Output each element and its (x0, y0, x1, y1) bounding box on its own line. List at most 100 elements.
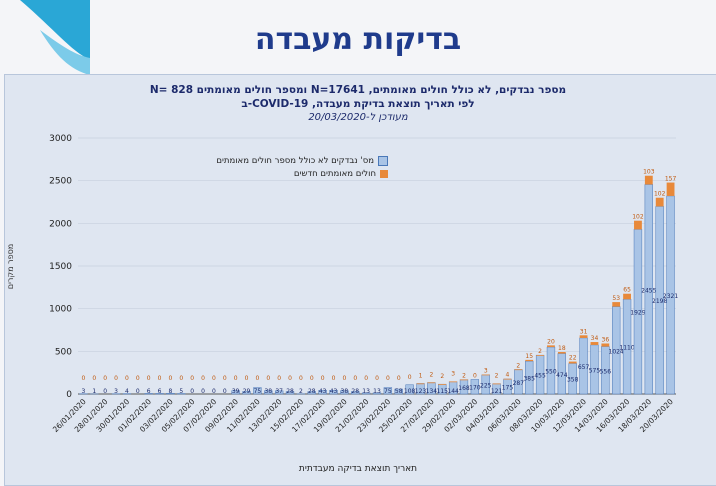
y-tick-label: 2500 (49, 177, 72, 187)
y-tick-label: 3000 (49, 134, 72, 144)
data-label-tests: 0 (103, 388, 107, 395)
data-label-confirmed: 0 (201, 375, 205, 382)
bar-confirmed (645, 176, 653, 185)
data-label-tests: 75 (384, 388, 392, 395)
y-tick-label: 0 (66, 390, 72, 400)
data-label-confirmed: 0 (234, 375, 238, 382)
data-label-confirmed: 0 (321, 375, 325, 382)
data-label-confirmed: 2 (495, 373, 499, 380)
bar-confirmed (612, 302, 620, 307)
data-label-confirmed: 0 (255, 375, 259, 382)
data-label-confirmed: 20 (547, 338, 555, 345)
data-label-confirmed: 0 (125, 375, 129, 382)
data-label-confirmed: 0 (342, 375, 346, 382)
data-label-tests: 6 (147, 388, 151, 395)
data-label-tests: 0 (223, 388, 227, 395)
bar-confirmed (601, 343, 609, 346)
data-label-confirmed: 0 (190, 375, 194, 382)
data-label-tests: 2455 (641, 287, 656, 294)
bar-confirmed (569, 362, 577, 364)
data-label-tests: 28 (351, 388, 359, 395)
data-label-confirmed: 18 (558, 345, 566, 352)
data-label-confirmed: 0 (277, 375, 281, 382)
bar-confirmed (438, 384, 446, 385)
data-label-tests: 13 (362, 388, 370, 395)
data-label-confirmed: 102 (632, 214, 644, 221)
data-label-confirmed: 0 (288, 375, 292, 382)
data-label-tests: 29 (243, 388, 251, 395)
data-label-tests: 13 (373, 388, 381, 395)
data-label-confirmed: 2 (440, 373, 444, 380)
data-label-tests: 28 (308, 388, 316, 395)
data-label-tests: 8 (169, 388, 173, 395)
data-label-tests: 358 (567, 377, 579, 384)
data-label-confirmed: 0 (266, 375, 270, 382)
bar-confirmed (667, 183, 675, 196)
bar-confirmed (656, 198, 664, 207)
data-label-confirmed: 0 (147, 375, 151, 382)
data-label-confirmed: 0 (353, 375, 357, 382)
data-label-confirmed: 157 (665, 176, 677, 183)
data-label-confirmed: 103 (643, 169, 655, 176)
data-label-confirmed: 0 (310, 375, 314, 382)
data-label-confirmed: 31 (580, 328, 588, 335)
data-label-tests: 4 (125, 388, 129, 395)
data-label-tests: 1110 (619, 345, 634, 352)
y-tick-label: 1000 (49, 305, 72, 315)
bar-confirmed (417, 383, 425, 384)
data-label-confirmed: 0 (332, 375, 336, 382)
data-label-confirmed: 0 (397, 375, 401, 382)
bar-confirmed (482, 375, 490, 376)
data-label-tests: 38 (264, 388, 272, 395)
bar-confirmed (493, 384, 501, 385)
data-label-tests: 3 (114, 388, 118, 395)
data-label-confirmed: 0 (408, 374, 412, 381)
data-label-confirmed: 22 (569, 355, 577, 362)
data-label-confirmed: 2 (538, 348, 542, 355)
data-label-tests: 0 (136, 388, 140, 395)
data-label-tests: 38 (341, 388, 349, 395)
y-tick-label: 500 (55, 347, 72, 357)
data-label-confirmed: 0 (245, 375, 249, 382)
data-label-tests: 37 (275, 388, 283, 395)
data-label-tests: 6 (158, 388, 162, 395)
data-label-confirmed: 0 (136, 375, 140, 382)
data-label-tests: 28 (286, 388, 294, 395)
data-label-tests: 58 (395, 388, 403, 395)
bar-confirmed (449, 381, 457, 382)
data-label-tests: 3 (82, 388, 86, 395)
data-label-tests: 2321 (663, 293, 678, 300)
data-label-confirmed: 4 (506, 372, 510, 379)
data-label-confirmed: 36 (602, 336, 610, 343)
data-label-confirmed: 65 (623, 287, 631, 294)
data-label-tests: 5 (179, 388, 183, 395)
bar-confirmed (427, 382, 435, 383)
data-label-confirmed: 0 (375, 375, 379, 382)
bar-confirmed (580, 335, 588, 338)
data-label-tests: 75 (254, 388, 262, 395)
data-label-confirmed: 3 (451, 370, 455, 377)
data-label-confirmed: 0 (473, 372, 477, 379)
data-label-confirmed: 34 (591, 335, 599, 342)
data-label-tests: 43 (319, 388, 327, 395)
data-label-confirmed: 15 (525, 353, 533, 360)
data-label-confirmed: 0 (169, 375, 173, 382)
y-tick-label: 1500 (49, 262, 72, 272)
data-label-tests: 43 (330, 388, 338, 395)
bar-confirmed (547, 345, 555, 347)
data-label-confirmed: 53 (612, 295, 620, 302)
data-label-tests: 0 (201, 388, 205, 395)
data-label-tests: 1929 (630, 310, 645, 317)
data-label-confirmed: 102 (654, 191, 666, 198)
bar-confirmed (623, 294, 631, 300)
data-label-confirmed: 3 (484, 368, 488, 375)
data-label-confirmed: 0 (386, 375, 390, 382)
data-label-tests: 0 (190, 388, 194, 395)
data-label-confirmed: 0 (158, 375, 162, 382)
data-label-confirmed: 0 (364, 375, 368, 382)
data-label-confirmed: 2 (429, 371, 433, 378)
bar-confirmed (634, 221, 642, 230)
bar-confirmed (536, 355, 544, 356)
data-label-confirmed: 0 (92, 375, 96, 382)
bar-confirmed (460, 379, 468, 380)
